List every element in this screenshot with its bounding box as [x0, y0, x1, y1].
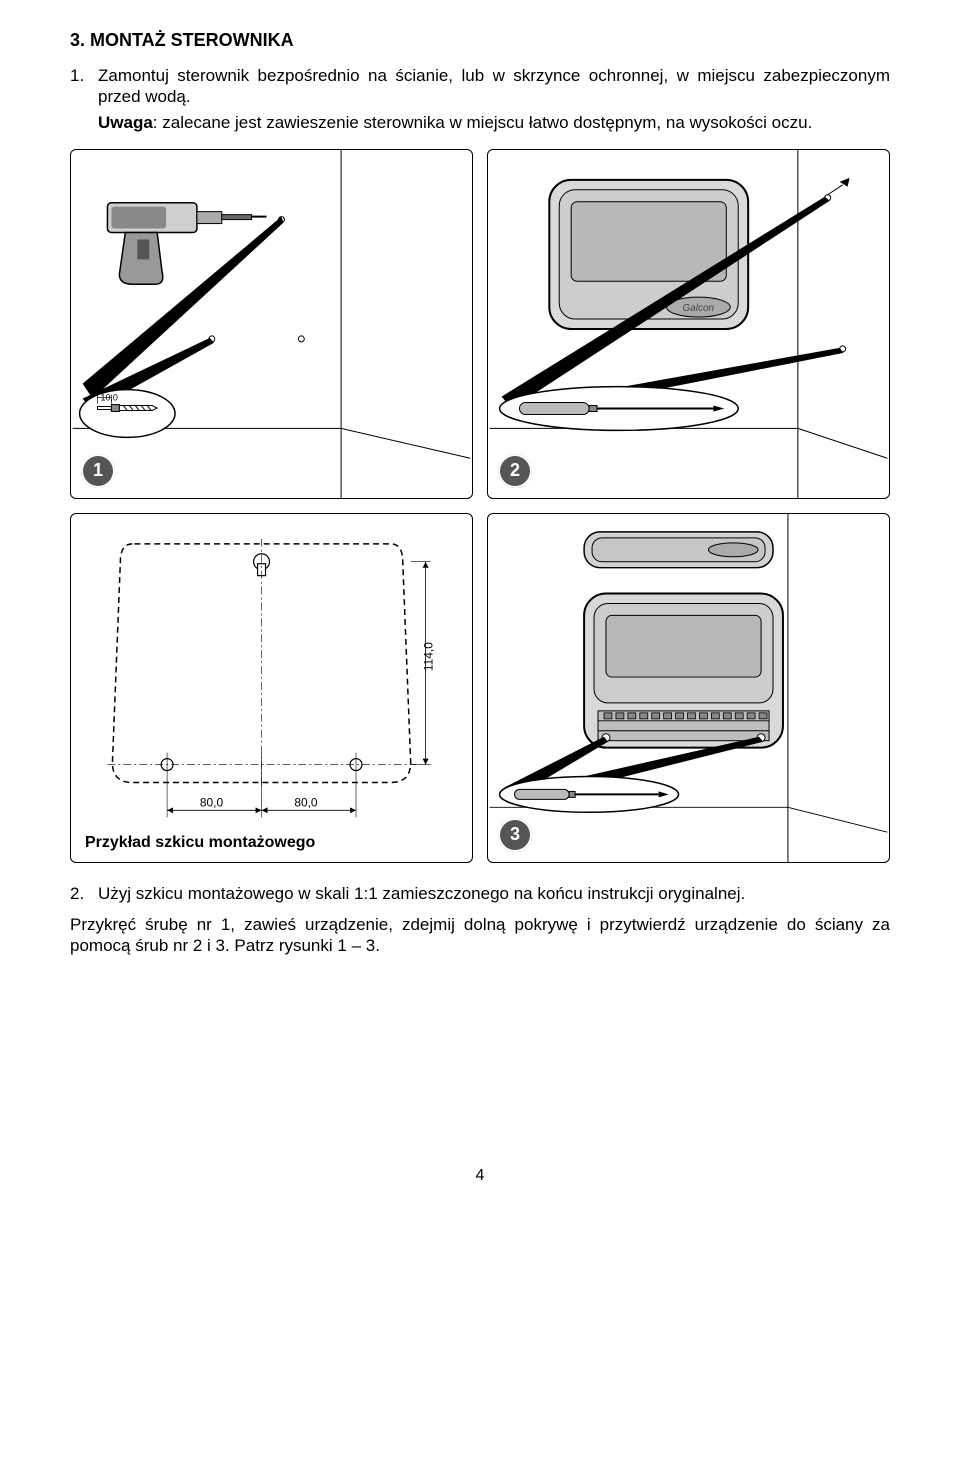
panel-4: 3 — [487, 513, 890, 863]
step-2-num: 2. — [70, 883, 94, 904]
step-1: 1. Zamontuj sterownik bezpośrednio na śc… — [70, 65, 890, 108]
section-heading: 3. MONTAŻ STEROWNIKA — [70, 30, 890, 51]
diagram-grid: 10,0 1 Galcon — [70, 149, 890, 863]
dim-80b: 80,0 — [294, 795, 318, 809]
dim-114: 114,0 — [422, 642, 436, 671]
step-3: Przykręć śrubę nr 1, zawieś urządzenie, … — [70, 914, 890, 957]
note-text: : zalecane jest zawieszenie sterownika w… — [153, 113, 813, 132]
note: Uwaga: zalecane jest zawieszenie sterown… — [70, 112, 890, 133]
page-number: 4 — [70, 1167, 890, 1185]
dim-80a: 80,0 — [200, 795, 224, 809]
svg-text:Galcon: Galcon — [683, 303, 715, 314]
sketch-caption: Przykład szkicu montażowego — [85, 834, 315, 852]
panel-1: 10,0 1 — [70, 149, 473, 499]
note-label: Uwaga — [98, 113, 153, 132]
step-1-text: Zamontuj sterownik bezpośrednio na ścian… — [94, 65, 890, 108]
step-1-num: 1. — [70, 65, 94, 108]
panel-3-sketch: 80,0 80,0 114,0 Przykład szkicu montażow… — [70, 513, 473, 863]
badge-1: 1 — [81, 454, 115, 488]
badge-3: 3 — [498, 818, 532, 852]
step-2-text: Użyj szkicu montażowego w skali 1:1 zami… — [94, 883, 890, 904]
badge-2: 2 — [498, 454, 532, 488]
step-2: 2. Użyj szkicu montażowego w skali 1:1 z… — [70, 883, 890, 904]
panel-2: Galcon 2 — [487, 149, 890, 499]
